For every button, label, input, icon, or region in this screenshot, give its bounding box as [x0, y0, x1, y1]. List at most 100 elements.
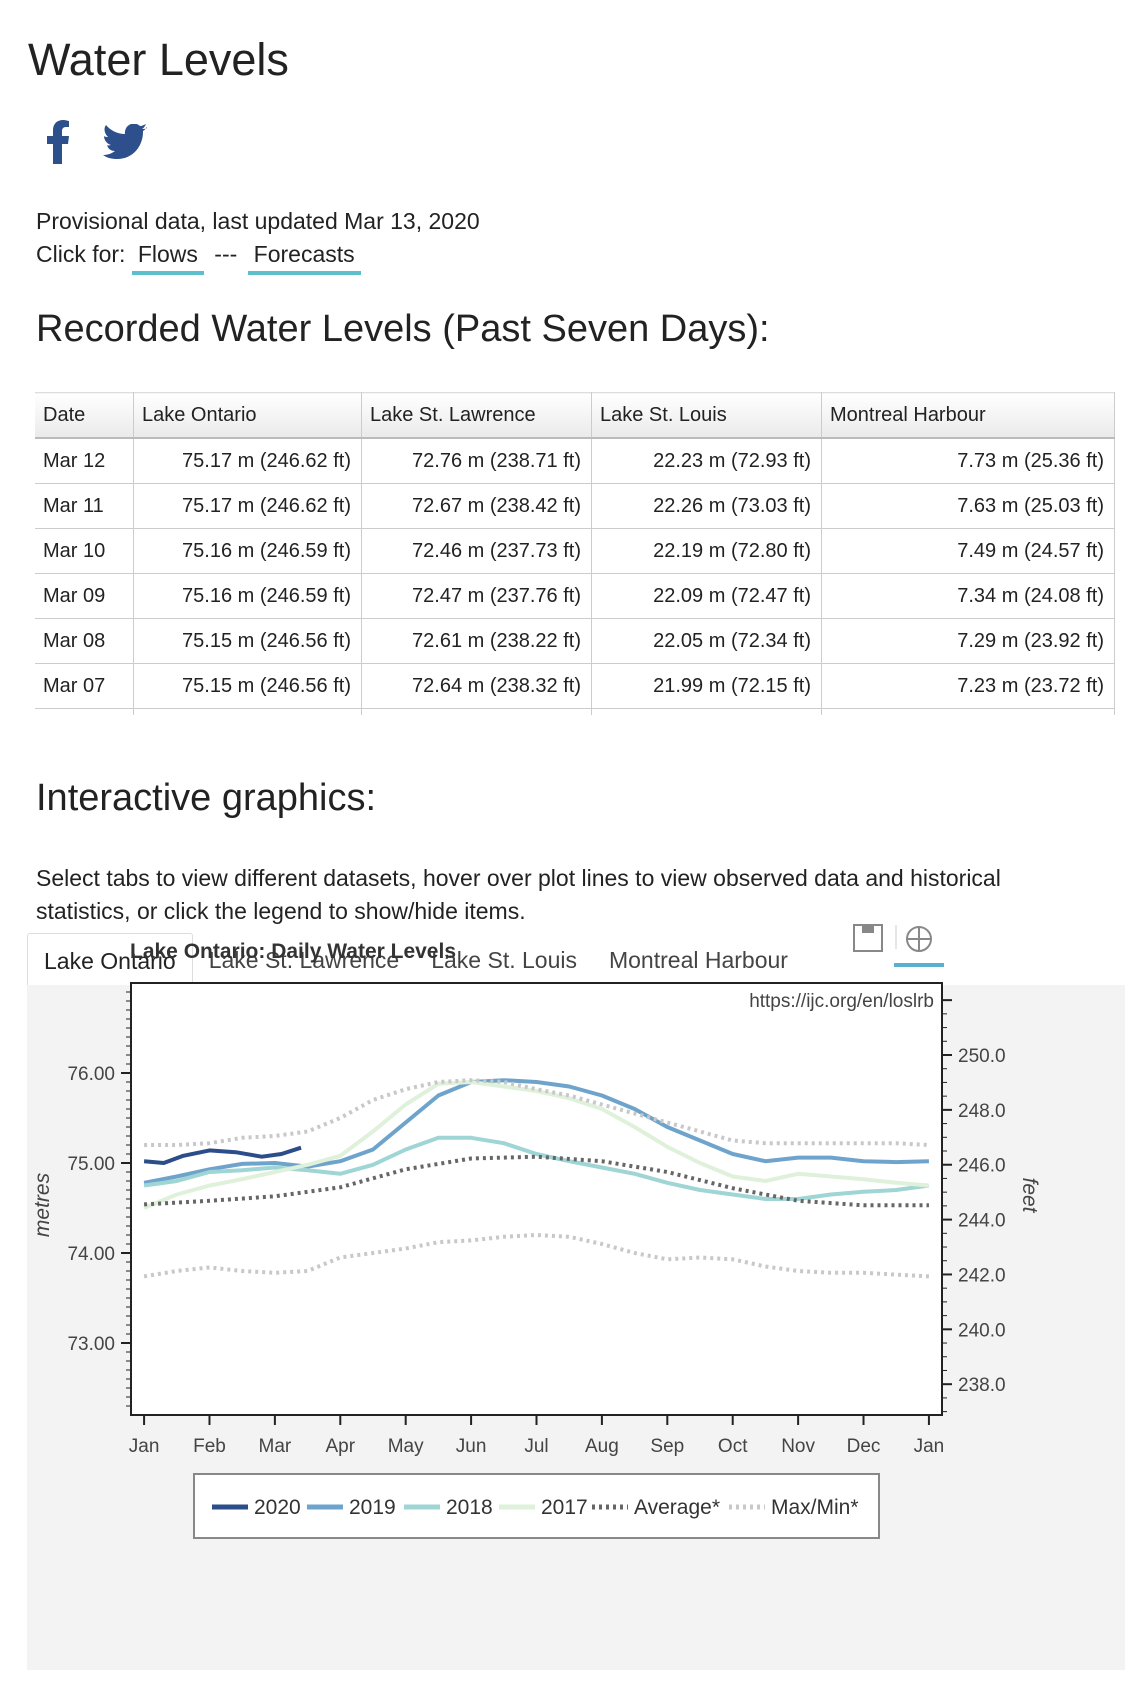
interactive-heading: Interactive graphics: — [36, 777, 377, 819]
interactive-description: Select tabs to view different datasets, … — [36, 865, 1001, 924]
y-right-tick-label: 248.0 — [958, 1101, 1006, 1122]
table-row-partial — [35, 708, 1115, 715]
row-value: 72.47 m (237.76 ft) — [361, 573, 592, 619]
legend-label-2020[interactable]: 2020 — [254, 1496, 301, 1519]
y-right-tick-label: 250.0 — [958, 1046, 1006, 1067]
column-header-lake-st-louis: Lake St. Louis — [591, 392, 822, 439]
facebook-icon[interactable] — [45, 120, 71, 164]
chart-panel: Lake Ontario: Daily Water Levels https://… — [27, 924, 1125, 1670]
column-header-lake-ontario: Lake Ontario — [133, 392, 362, 439]
row-value: 72.61 m (238.22 ft) — [361, 618, 592, 664]
x-tick-label: Jan — [914, 1436, 945, 1457]
row-cell — [133, 708, 362, 715]
row-date: Mar 12 — [35, 438, 134, 484]
table-row: Mar 11 75.17 m (246.62 ft) 72.67 m (238.42… — [35, 483, 1115, 529]
row-value: 21.99 m (72.15 ft) — [591, 663, 822, 709]
row-value: 72.76 m (238.71 ft) — [361, 438, 592, 484]
y-tick-label: 76.00 — [67, 1064, 115, 1085]
x-tick-label: Aug — [585, 1436, 619, 1457]
flows-link[interactable]: Flows — [131, 241, 204, 275]
series-line-2017 — [143, 1080, 930, 1210]
row-value: 75.15 m (246.56 ft) — [133, 618, 362, 664]
tab-lake-ontario[interactable]: Lake Ontario — [27, 933, 193, 985]
column-header-montreal-harbour: Montreal Harbour — [821, 392, 1115, 439]
row-date: Mar 09 — [35, 573, 134, 619]
row-date: Mar 11 — [35, 483, 134, 529]
row-value: 72.67 m (238.42 ft) — [361, 483, 592, 529]
x-tick-label: Apr — [326, 1436, 356, 1457]
source-url: https://ijc.org/en/loslrb — [749, 991, 934, 1012]
x-tick-label: May — [388, 1436, 424, 1457]
water-level-table-wrapper[interactable]: Date Lake Ontario Lake St. Lawrence Lake… — [35, 392, 1115, 715]
click-for-label: Click for: — [36, 241, 126, 267]
y-tick-label: 74.00 — [67, 1244, 115, 1265]
plot-area — [130, 982, 943, 1416]
chart-title: Lake Ontario: Daily Water Levels — [130, 940, 456, 963]
forecasts-link[interactable]: Forecasts — [247, 241, 361, 275]
recorded-heading: Recorded Water Levels (Past Seven Days): — [36, 308, 770, 350]
click-for-row: Click for: Flows --- Forecasts — [36, 238, 480, 275]
row-cell — [361, 708, 592, 715]
legend-label-2018[interactable]: 2018 — [446, 1496, 493, 1519]
x-tick-label: Jul — [524, 1436, 548, 1457]
x-tick-label: Jun — [456, 1436, 487, 1457]
column-header-lake-st-lawrence: Lake St. Lawrence — [361, 392, 592, 439]
legend-label-average[interactable]: Average* — [634, 1496, 720, 1519]
legend-label-maxmin[interactable]: Max/Min* — [771, 1496, 859, 1519]
column-header-date: Date — [35, 392, 134, 439]
row-value: 22.19 m (72.80 ft) — [591, 528, 822, 574]
row-value: 22.09 m (72.47 ft) — [591, 573, 822, 619]
x-tick-label: Mar — [259, 1436, 292, 1457]
provisional-text: Provisional data, last updated Mar 13, 2… — [36, 208, 480, 234]
series-line-2018 — [143, 1135, 930, 1201]
row-date: Mar 07 — [35, 663, 134, 709]
y-right-tick-label: 242.0 — [958, 1265, 1006, 1286]
table-row: Mar 12 75.17 m (246.62 ft) 72.76 m (238.71… — [35, 438, 1115, 484]
legend-label-2017[interactable]: 2017 — [541, 1496, 588, 1519]
series-line-maxmin — [144, 1078, 930, 1147]
save-icon-detail — [862, 925, 874, 933]
row-value: 72.64 m (238.32 ft) — [361, 663, 592, 709]
row-cell — [821, 708, 1115, 715]
x-tick-label: Jan — [129, 1436, 160, 1457]
y-right-tick-label: 246.0 — [958, 1156, 1006, 1177]
y-tick-label: 73.00 — [67, 1334, 115, 1355]
legend-label-2019[interactable]: 2019 — [349, 1496, 396, 1519]
row-cell — [591, 708, 822, 715]
y-right-tick-label: 244.0 — [958, 1211, 1006, 1232]
y-axis-label: metres — [31, 1172, 54, 1237]
series-line-2019 — [143, 1078, 929, 1185]
x-tick-label: Sep — [650, 1436, 684, 1457]
y-right-tick-label: 238.0 — [958, 1375, 1006, 1396]
x-tick-label: Oct — [718, 1436, 748, 1457]
row-value: 7.23 m (23.72 ft) — [821, 663, 1115, 709]
y-right-axis-label: feet — [1018, 1177, 1041, 1213]
table-row: Mar 07 75.15 m (246.56 ft) 72.64 m (238.32… — [35, 663, 1115, 709]
row-value: 7.63 m (25.03 ft) — [821, 483, 1115, 529]
separator: --- — [214, 241, 238, 267]
water-level-chart[interactable]: Lake Ontario: Daily Water Levels https://… — [27, 924, 1125, 1670]
row-date: Mar 10 — [35, 528, 134, 574]
table-row: Mar 09 75.16 m (246.59 ft) 72.47 m (237.76… — [35, 573, 1115, 619]
tab-lake-st-louis[interactable]: Lake St. Louis — [431, 947, 577, 973]
y-right-tick-label: 240.0 — [958, 1320, 1006, 1341]
table-row: Mar 08 75.15 m (246.56 ft) 72.61 m (238.22… — [35, 618, 1115, 664]
row-value: 75.17 m (246.62 ft) — [133, 438, 362, 484]
table-header-row: Date Lake Ontario Lake St. Lawrence Lake… — [35, 392, 1115, 439]
row-value: 7.34 m (24.08 ft) — [821, 573, 1115, 619]
y-tick-label: 75.00 — [67, 1154, 115, 1175]
x-tick-label: Nov — [781, 1436, 815, 1457]
twitter-icon[interactable] — [103, 124, 147, 160]
row-value: 22.05 m (72.34 ft) — [591, 618, 822, 664]
row-value: 7.29 m (23.92 ft) — [821, 618, 1115, 664]
series-line-2020 — [143, 1145, 302, 1165]
tab-montreal-harbour[interactable]: Montreal Harbour — [608, 947, 788, 973]
row-value: 7.73 m (25.36 ft) — [821, 438, 1115, 484]
row-value: 7.49 m (24.57 ft) — [821, 528, 1115, 574]
water-level-table: Date Lake Ontario Lake St. Lawrence Lake… — [35, 392, 1115, 715]
dataset-tabs: Lake Ontario Lake St. Lawrence Lake St. … — [27, 933, 804, 985]
data-info: Provisional data, last updated Mar 13, 2… — [36, 205, 480, 275]
row-value: 75.16 m (246.59 ft) — [133, 573, 362, 619]
tab-lake-st-lawrence[interactable]: Lake St. Lawrence — [208, 947, 400, 973]
row-value: 72.46 m (237.73 ft) — [361, 528, 592, 574]
